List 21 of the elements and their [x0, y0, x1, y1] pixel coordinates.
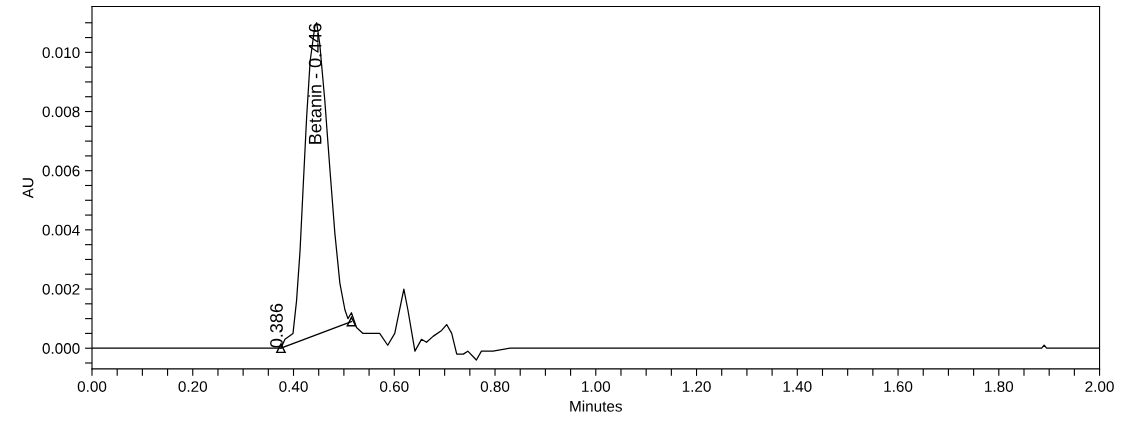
x-tick-label: 0.00 — [77, 381, 107, 392]
x-tick-label: 0.80 — [480, 381, 510, 392]
annotation: Betanin - 0.446 — [308, 23, 322, 144]
x-tick-label: 2.00 — [1085, 381, 1114, 392]
annotation: 0.386 — [270, 303, 283, 348]
y-tick-label: 0.000 — [42, 343, 80, 354]
x-tick-label: 0.20 — [178, 381, 208, 392]
y-tick-label: 0.002 — [42, 283, 80, 295]
y-axis-title: AU — [22, 178, 34, 199]
x-axis-title: Minutes — [570, 400, 622, 412]
y-tick-label: 0.004 — [42, 224, 80, 236]
x-tick-label: 0.60 — [380, 381, 409, 392]
x-tick-label: 0.40 — [279, 381, 308, 392]
x-tick-label: 1.80 — [985, 381, 1014, 392]
x-tick-label: 1.40 — [783, 381, 812, 392]
y-tick-label: 0.010 — [42, 47, 80, 59]
x-tick-label: 1.20 — [682, 381, 711, 392]
y-tick-label: 0.008 — [42, 106, 80, 118]
y-tick-label: 0.006 — [42, 165, 80, 177]
x-tick-label: 1.60 — [884, 381, 913, 392]
x-tick-label: 1.00 — [582, 381, 611, 392]
